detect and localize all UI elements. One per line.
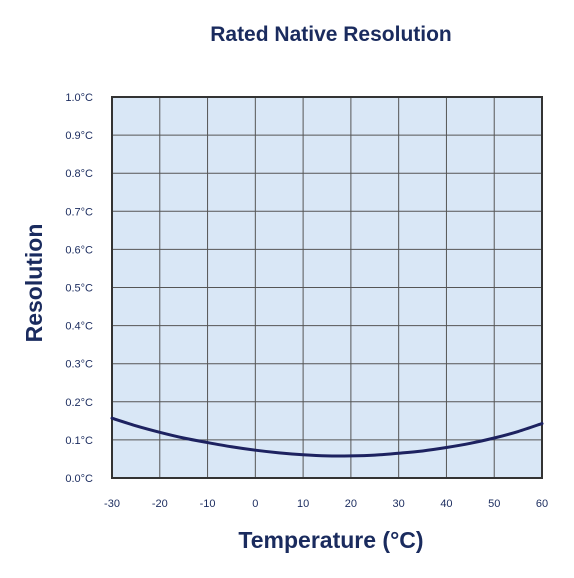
y-tick-label: 0.5°C [65, 283, 93, 295]
y-tick-label: 0.9°C [65, 130, 93, 142]
x-tick-label: 10 [297, 498, 309, 510]
chart-title: Rated Native Resolution [210, 23, 452, 46]
x-tick-label: 0 [252, 498, 258, 510]
y-tick-label: 0.6°C [65, 244, 93, 256]
resolution-series-line [110, 416, 544, 458]
grid [112, 97, 542, 478]
x-tick-label: 30 [393, 498, 405, 510]
y-tick-label: 0.7°C [65, 206, 93, 218]
y-axis-ticks: 0.0°C 0.1°C 0.2°C 0.3°C 0.4°C 0.5°C 0.6°C 0.7°C… [65, 92, 93, 485]
x-tick-label: 50 [488, 498, 500, 510]
x-tick-label: -10 [200, 498, 216, 510]
y-tick-label: 0.4°C [65, 321, 93, 333]
x-tick-label: 20 [345, 498, 357, 510]
x-axis-ticks: -30 -20 -10 0 10 20 30 40 50 60 [104, 498, 548, 510]
y-tick-label: 0.0°C [65, 473, 93, 485]
y-tick-label: 0.2°C [65, 397, 93, 409]
x-axis-label: Temperature (°C) [238, 527, 423, 553]
y-tick-label: 0.1°C [65, 435, 93, 447]
series-layer [110, 416, 544, 458]
x-tick-label: -20 [152, 498, 168, 510]
y-axis-label: Resolution [21, 224, 47, 343]
plot-frame [111, 96, 543, 479]
y-tick-label: 1.0°C [65, 92, 93, 104]
x-tick-label: -30 [104, 498, 120, 510]
y-tick-label: 0.3°C [65, 359, 93, 371]
x-tick-label: 60 [536, 498, 548, 510]
y-tick-label: 0.8°C [65, 168, 93, 180]
x-tick-label: 40 [440, 498, 452, 510]
